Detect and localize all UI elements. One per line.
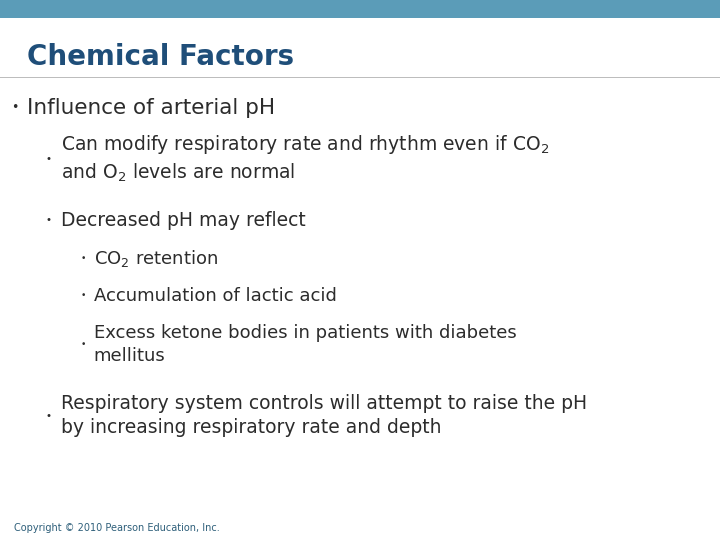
Text: Excess ketone bodies in patients with diabetes
mellitus: Excess ketone bodies in patients with di… (94, 324, 516, 365)
Bar (0, 0, 720, 18)
Text: •: • (81, 340, 86, 349)
Text: Copyright © 2010 Pearson Education, Inc.: Copyright © 2010 Pearson Education, Inc. (14, 523, 220, 533)
Text: Decreased pH may reflect: Decreased pH may reflect (61, 211, 306, 230)
Text: •: • (81, 292, 86, 300)
Text: Influence of arterial pH: Influence of arterial pH (27, 98, 276, 118)
Text: CO$_2$ retention: CO$_2$ retention (94, 248, 217, 268)
Text: Chemical Factors: Chemical Factors (27, 43, 294, 71)
Text: Accumulation of lactic acid: Accumulation of lactic acid (94, 287, 336, 305)
Text: Respiratory system controls will attempt to raise the pH
by increasing respirato: Respiratory system controls will attempt… (61, 394, 588, 437)
Text: Can modify respiratory rate and rhythm even if CO$_2$
and O$_2$ levels are norma: Can modify respiratory rate and rhythm e… (61, 133, 549, 184)
Text: •: • (45, 154, 51, 164)
Text: •: • (45, 411, 51, 421)
Text: •: • (45, 215, 51, 225)
Text: •: • (81, 254, 86, 262)
Text: •: • (12, 102, 19, 114)
